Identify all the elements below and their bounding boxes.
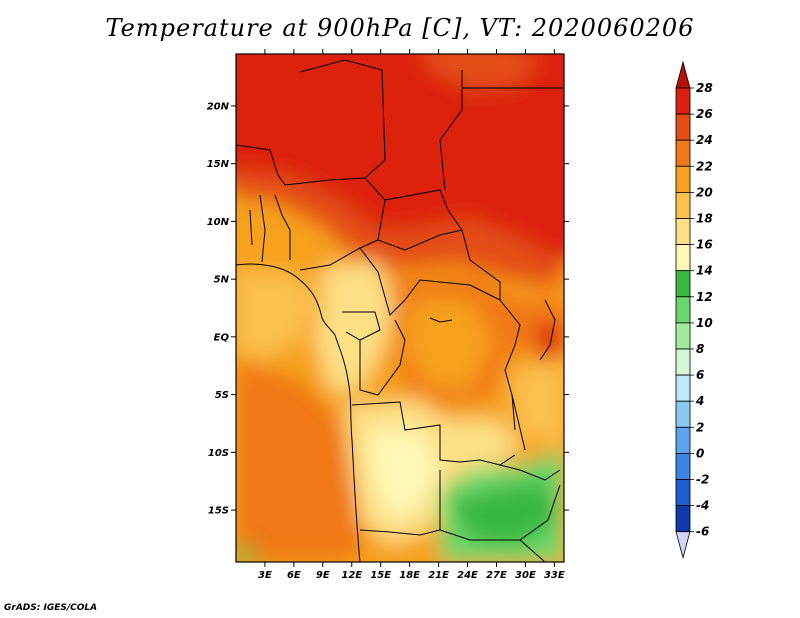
colorbar-label: -4 [696, 499, 709, 513]
colorbar-segment [675, 139, 691, 167]
colorbar-segment [675, 479, 691, 507]
colorbar-segment [675, 322, 691, 350]
lon-tick-label: 33E [544, 570, 565, 581]
map-title: Temperature at 900hPa [C], VT: 202006020… [105, 14, 695, 42]
colorbar-segment [675, 191, 691, 219]
lat-tick-label: 20N [207, 101, 230, 112]
colorbar-overflow-low [675, 531, 691, 560]
lon-tick-label: 21E [428, 570, 449, 581]
colorbar-label: -6 [696, 525, 709, 539]
colorbar-label: 24 [696, 133, 713, 147]
colorbar-label: 10 [696, 316, 713, 330]
colorbar-label: 2 [696, 420, 704, 434]
lat-tick-label: 10N [207, 217, 230, 228]
colorbar-label: 0 [696, 446, 704, 460]
lon-tick-label: 12E [341, 570, 362, 581]
country-borders [236, 59, 564, 562]
credit-label: GrADS: IGES/COLA [4, 603, 98, 613]
lat-tick-label: 15N [207, 159, 230, 170]
colorbar-label: 16 [696, 238, 713, 252]
lon-tick-label: 3E [258, 570, 272, 581]
colorbar-segment [675, 270, 691, 298]
colorbar-segment [675, 218, 691, 246]
axis-ticks: 20N 15N 10N 5N EQ 5S 10S 15S 3E 6E 9E 12E 15E 18E 21E 2… [207, 49, 569, 581]
map-frame [235, 53, 565, 563]
lon-tick-label: 24E [457, 570, 478, 581]
colorbar-segment [675, 165, 691, 193]
colorbar-segment [675, 374, 691, 402]
lat-tick-label: 10S [208, 448, 229, 459]
lon-tick-label: 18E [399, 570, 420, 581]
colorbar-label: 18 [696, 212, 713, 226]
lon-tick-label: 6E [287, 570, 301, 581]
colorbar-overflow-high [675, 60, 691, 89]
colorbar-segment [675, 244, 691, 272]
colorbar-label: 28 [696, 81, 713, 95]
colorbar-segment [675, 87, 691, 115]
colorbar-label: 20 [696, 185, 713, 199]
colorbar-segment [675, 296, 691, 324]
lat-tick-label: 5N [214, 275, 230, 286]
colorbar-label: 6 [696, 368, 704, 382]
colorbar-segment [675, 426, 691, 454]
colorbar-segment [675, 348, 691, 376]
colorbar-label: 8 [696, 342, 704, 356]
lon-tick-label: 15E [370, 570, 391, 581]
colorbar-segment [675, 113, 691, 141]
colorbar-label: 12 [696, 290, 713, 304]
colorbar-segment [675, 452, 691, 480]
colorbar-label: 14 [696, 264, 713, 278]
lon-tick-label: 9E [316, 570, 330, 581]
colorbar-segment [675, 505, 691, 533]
lon-tick-label: 30E [515, 570, 536, 581]
lat-tick-label: 15S [208, 506, 229, 517]
colorbar-label: 26 [696, 107, 713, 121]
colorbar-label: 22 [696, 159, 713, 173]
lat-tick-label: EQ [214, 332, 230, 343]
lat-tick-label: 5S [215, 390, 229, 401]
lon-tick-label: 27E [486, 570, 507, 581]
colorbar-label: -2 [696, 473, 709, 487]
temperature-field [236, 54, 564, 562]
colorbar-segment [675, 400, 691, 428]
colorbar-label: 4 [695, 394, 704, 408]
